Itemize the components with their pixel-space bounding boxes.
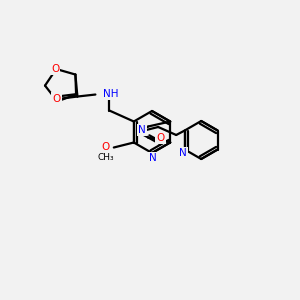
Text: N: N: [138, 125, 146, 135]
Text: N: N: [149, 153, 157, 163]
Text: N: N: [179, 148, 187, 158]
Text: CH₃: CH₃: [98, 153, 114, 162]
Text: O: O: [156, 133, 165, 143]
Text: O: O: [52, 94, 61, 103]
Text: NH: NH: [103, 88, 119, 98]
Text: O: O: [51, 64, 59, 74]
Text: O: O: [102, 142, 110, 152]
